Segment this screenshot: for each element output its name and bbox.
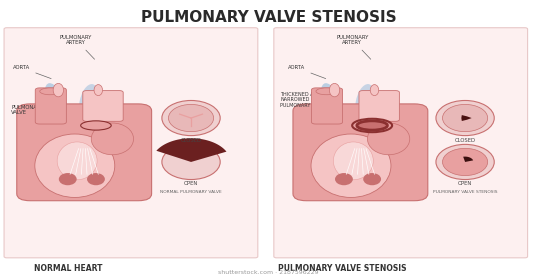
FancyBboxPatch shape — [359, 91, 400, 121]
Text: CLOSED: CLOSED — [180, 137, 201, 143]
Ellipse shape — [40, 88, 61, 95]
Ellipse shape — [335, 173, 353, 185]
Ellipse shape — [162, 101, 220, 136]
Ellipse shape — [436, 101, 494, 136]
Text: THICKENED AND
NARROWED
PULMONARY VALVE: THICKENED AND NARROWED PULMONARY VALVE — [280, 92, 333, 123]
Ellipse shape — [442, 148, 488, 176]
FancyBboxPatch shape — [274, 28, 527, 258]
Polygon shape — [463, 157, 473, 162]
Ellipse shape — [333, 142, 373, 180]
FancyBboxPatch shape — [17, 104, 151, 201]
Ellipse shape — [87, 173, 105, 185]
FancyBboxPatch shape — [293, 104, 428, 201]
Ellipse shape — [35, 134, 115, 197]
Text: PULMONARY VALVE STENOSIS: PULMONARY VALVE STENOSIS — [278, 264, 407, 273]
Text: shutterstock.com · 2187596229: shutterstock.com · 2187596229 — [218, 270, 319, 275]
Text: PULMONARY
ARTERY: PULMONARY ARTERY — [336, 34, 371, 59]
Ellipse shape — [357, 121, 387, 130]
Text: OPEN: OPEN — [458, 181, 472, 186]
Text: PULMONARY
VALVE: PULMONARY VALVE — [11, 105, 62, 123]
Text: PULMONARY
ARTERY: PULMONARY ARTERY — [60, 34, 95, 59]
Ellipse shape — [57, 142, 97, 180]
Ellipse shape — [316, 88, 337, 95]
FancyBboxPatch shape — [4, 28, 258, 258]
Ellipse shape — [442, 104, 488, 132]
Ellipse shape — [53, 83, 63, 97]
Ellipse shape — [367, 123, 410, 155]
Text: CLOSED: CLOSED — [455, 137, 476, 143]
Ellipse shape — [436, 144, 494, 179]
Ellipse shape — [81, 121, 111, 130]
Ellipse shape — [91, 123, 134, 155]
Ellipse shape — [94, 85, 103, 95]
Ellipse shape — [45, 83, 72, 136]
Ellipse shape — [329, 83, 340, 97]
Ellipse shape — [355, 84, 375, 120]
Text: AORTA: AORTA — [288, 65, 326, 79]
FancyBboxPatch shape — [311, 88, 343, 124]
FancyBboxPatch shape — [83, 91, 123, 121]
Ellipse shape — [321, 83, 349, 136]
FancyBboxPatch shape — [35, 88, 67, 124]
Text: OPEN: OPEN — [184, 181, 198, 186]
Ellipse shape — [370, 85, 379, 95]
Text: NORMAL PULMONARY VALVE: NORMAL PULMONARY VALVE — [160, 190, 222, 195]
Text: PULMONARY VALVE STENOSIS: PULMONARY VALVE STENOSIS — [141, 10, 396, 25]
Text: NORMAL HEART: NORMAL HEART — [34, 264, 103, 273]
Ellipse shape — [363, 173, 381, 185]
Ellipse shape — [79, 84, 99, 120]
Ellipse shape — [169, 104, 214, 132]
Text: AORTA: AORTA — [13, 65, 51, 79]
Polygon shape — [461, 115, 471, 121]
Ellipse shape — [162, 144, 220, 179]
Ellipse shape — [311, 134, 391, 197]
Polygon shape — [156, 138, 227, 162]
Text: PULMONARY VALVE STENOSIS: PULMONARY VALVE STENOSIS — [433, 190, 497, 195]
Ellipse shape — [59, 173, 77, 185]
